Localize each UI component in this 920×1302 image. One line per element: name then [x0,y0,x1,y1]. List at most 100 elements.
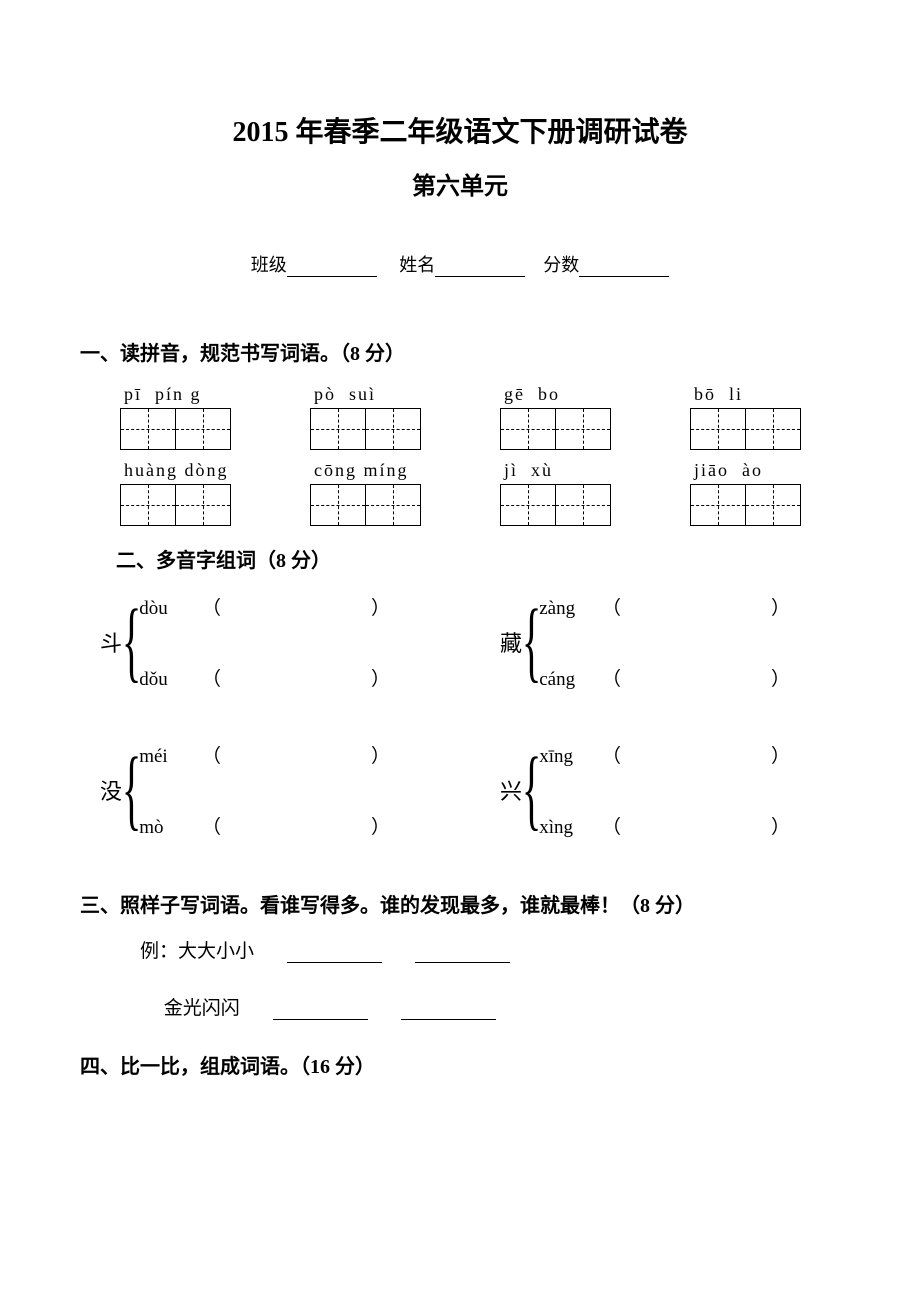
pinyin-row-1: pī pín g pò suì gē bo bō li [120,384,840,450]
pinyin-block: pī pín g pò suì gē bo bō li huàng dòng [120,384,840,526]
pinyin: dòu [139,598,193,620]
pinyin-label: bō li [690,384,840,405]
pinyin: méi [139,746,193,768]
answer-underline[interactable] [273,1001,368,1020]
answer-underline[interactable] [401,1001,496,1020]
tian-pair[interactable] [310,484,460,526]
pinyin-label: jiāo ào [690,460,840,481]
score-blank[interactable] [579,258,669,277]
tian-pair[interactable] [690,484,840,526]
paren-close: ） [771,746,790,767]
pinyin: cáng [539,669,593,691]
pinyin-item: pī pín g [120,384,270,450]
hanzi: 没 [100,774,122,806]
hanzi: 斗 [100,626,122,658]
paren-open: （ [602,598,621,619]
reading-line: zàng （ ） [539,593,790,620]
readings: dòu （ ） dǒu （ ） [139,593,390,691]
reading-line: mò （ ） [139,812,390,839]
reading-line: dǒu （ ） [139,664,390,691]
reading-line: cáng （ ） [539,664,790,691]
paren-open: （ [602,746,621,767]
answer-underline[interactable] [287,944,382,963]
paren-open: （ [202,817,221,838]
pinyin-item: gē bo [500,384,650,450]
reading-line: dòu （ ） [139,593,390,620]
multi-row-2: 没 { méi （） mò （） 兴 { [100,741,840,839]
section-4-heading: 四、比一比，组成词语。（16 分） [80,1050,840,1079]
class-blank[interactable] [287,258,377,277]
brace-icon: { [122,745,141,835]
tian-pair[interactable] [500,484,650,526]
example-word: 大大小小 [178,941,254,962]
score-label: 分数 [543,255,579,275]
tian-pair[interactable] [120,408,270,450]
example-line-1: 例：大大小小 [140,936,840,963]
title-sub: 第六单元 [80,166,840,201]
paren-close: ） [771,598,790,619]
readings: méi （ ） mò （ ） [139,741,390,839]
paren-open: （ [602,817,621,838]
pinyin-item: bō li [690,384,840,450]
multi-row-1: 斗 { dòu （ ） dǒu （ ） 藏 { [100,593,840,691]
name-label: 姓名 [399,255,435,275]
example-word: 金光闪闪 [164,998,240,1019]
example-label: 例： [140,941,178,962]
paren-close: ） [371,669,390,690]
pinyin: xìng [539,817,593,839]
multi-block: 斗 { dòu （ ） dǒu （ ） 藏 { [100,593,840,839]
brace-icon: { [522,745,541,835]
example-line-2: 金光闪闪 [140,993,840,1020]
multi-item-cang: 藏 { zàng （ ） cáng （ ） [500,593,840,691]
paren-open: （ [602,669,621,690]
example-block: 例：大大小小 金光闪闪 [140,936,840,1020]
reading-line: xīng （ ） [539,741,790,768]
info-line: 班级 姓名 分数 [80,251,840,277]
readings: xīng （ ） xìng （ ） [539,741,790,839]
pinyin-row-2: huàng dòng cōng míng jì xù jiāo ào [120,460,840,526]
brace-icon: { [122,597,141,687]
reading-line: méi （ ） [139,741,390,768]
readings: zàng （ ） cáng （ ） [539,593,790,691]
paren-close: ） [771,817,790,838]
paren-open: （ [202,746,221,767]
reading-line: xìng （ ） [539,812,790,839]
paren-open: （ [202,598,221,619]
paren-close: ） [371,817,390,838]
pinyin-item: jì xù [500,460,650,526]
pinyin-label: pī pín g [120,384,270,405]
pinyin: dǒu [139,669,193,691]
section-3-heading: 三、照样子写词语。看谁写得多。谁的发现最多，谁就最棒！（8 分） [80,889,840,918]
pinyin-label: pò suì [310,384,460,405]
answer-underline[interactable] [415,944,510,963]
pinyin: zàng [539,598,593,620]
class-label: 班级 [251,255,287,275]
section-2-heading: 二、多音字组词（8 分） [116,544,840,573]
tian-pair[interactable] [500,408,650,450]
pinyin-item: pò suì [310,384,460,450]
tian-pair[interactable] [690,408,840,450]
section-1-heading: 一、读拼音，规范书写词语。（8 分） [80,337,840,366]
pinyin: mò [139,817,193,839]
tian-pair[interactable] [120,484,270,526]
tian-pair[interactable] [310,408,460,450]
paren-open: （ [202,669,221,690]
paren-close: ） [371,598,390,619]
multi-item-dou: 斗 { dòu （ ） dǒu （ ） [100,593,440,691]
pinyin-item: huàng dòng [120,460,270,526]
pinyin-label: huàng dòng [120,460,270,481]
pinyin-label: cōng míng [310,460,460,481]
brace-icon: { [522,597,541,687]
multi-item-xing: 兴 { xīng （） xìng （） [500,741,840,839]
pinyin-label: jì xù [500,460,650,481]
paren-close: ） [771,669,790,690]
title-main: 2015 年春季二年级语文下册调研试卷 [80,110,840,150]
name-blank[interactable] [435,258,525,277]
pinyin-item: jiāo ào [690,460,840,526]
pinyin-item: cōng míng [310,460,460,526]
paren-close: ） [371,746,390,767]
pinyin: xīng [539,746,593,768]
pinyin-label: gē bo [500,384,650,405]
multi-item-mei: 没 { méi （ ） mò （ ） [100,741,440,839]
hanzi: 藏 [500,626,522,658]
